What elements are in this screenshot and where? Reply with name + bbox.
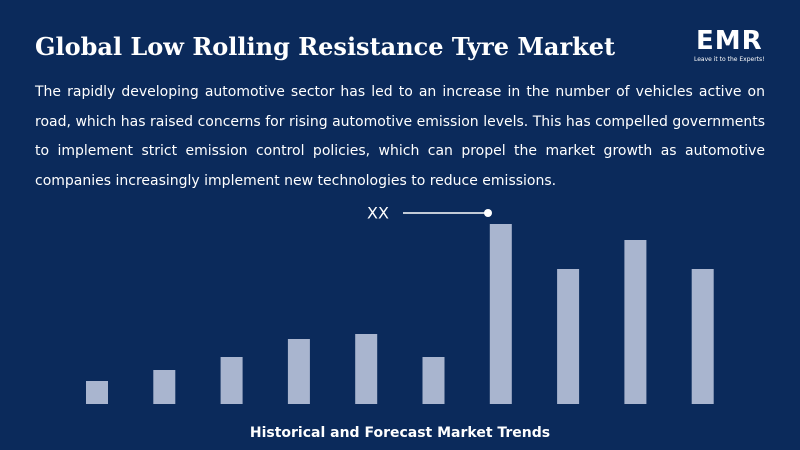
x-axis-label: Historical and Forecast Market Trends [250,425,550,441]
bar [287,339,310,404]
bar [422,357,445,404]
description: The rapidly developing automotive sector… [35,84,765,189]
bar [153,370,176,404]
bar [489,224,512,404]
bar [624,240,647,404]
bar [557,269,580,404]
bar [220,357,243,404]
annotation-dot [484,209,492,217]
bar [355,334,378,404]
bar [691,269,714,404]
annotation: XX [367,204,389,223]
tagline: Leave it to the Experts! [694,56,765,63]
logo: EMR [696,26,763,56]
bar [86,381,108,404]
title: Global Low Rolling Resistance Tyre Marke… [35,32,616,61]
